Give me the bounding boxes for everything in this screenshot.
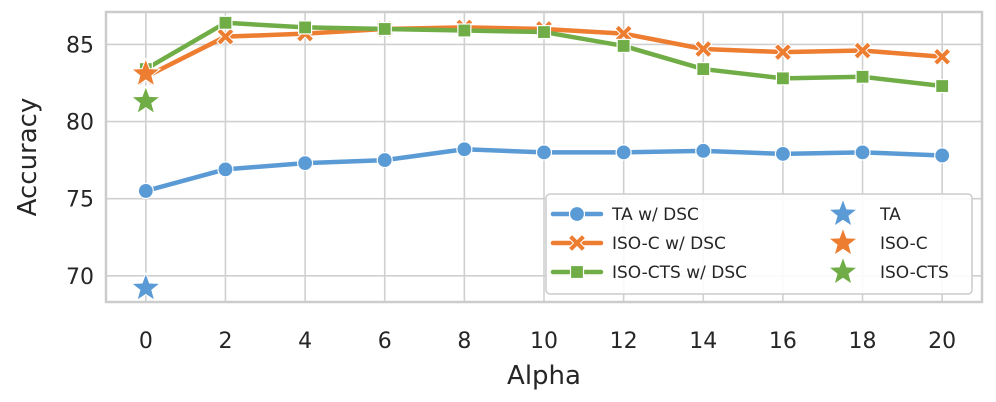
series-layer <box>130 15 952 302</box>
data-point <box>614 24 633 43</box>
legend-label: ISO-C w/ DSC <box>612 234 726 254</box>
data-point <box>775 71 791 86</box>
y-tick-label: 70 <box>66 265 94 290</box>
data-point <box>615 144 632 161</box>
data-point <box>218 15 233 30</box>
x-tick-label: 12 <box>610 329 638 354</box>
x-tick-label: 0 <box>139 329 153 354</box>
data-point <box>694 39 713 59</box>
legend-label: TA <box>879 205 901 225</box>
data-point <box>616 38 631 54</box>
legend-marker <box>827 197 859 228</box>
y-tick-label: 80 <box>66 111 94 136</box>
legend-label: ISO-CTS <box>880 263 949 283</box>
y-tick-label: 75 <box>66 188 94 213</box>
series-ta-w-dsc <box>137 141 951 200</box>
data-point <box>932 47 952 66</box>
data-point <box>456 141 473 158</box>
x-tick-label: 4 <box>298 329 312 354</box>
x-tick-label: 20 <box>928 329 956 354</box>
x-tick-label: 2 <box>218 329 232 354</box>
data-point <box>853 41 872 60</box>
legend-marker <box>567 233 587 253</box>
data-point <box>773 42 793 62</box>
legend-label: ISO-CTS w/ DSC <box>612 263 747 283</box>
data-point <box>774 145 792 163</box>
legend-label: TA w/ DSC <box>611 205 699 225</box>
data-point <box>216 27 235 46</box>
data-point <box>934 147 951 164</box>
legend-marker <box>568 205 586 223</box>
data-point <box>377 21 392 37</box>
x-tick-label: 10 <box>530 329 558 354</box>
legend-box <box>545 193 973 295</box>
plot-frame <box>104 10 984 304</box>
star-point-iso-c <box>130 57 162 87</box>
data-point <box>217 161 234 178</box>
x-tick-label: 18 <box>849 329 877 354</box>
data-point <box>935 78 950 94</box>
data-point <box>696 61 711 77</box>
data-point <box>376 151 393 169</box>
x-tick-label: 8 <box>457 329 471 354</box>
data-point <box>855 69 870 84</box>
data-point <box>695 142 712 159</box>
data-point <box>535 144 553 161</box>
data-point <box>536 24 552 40</box>
data-point <box>854 144 871 161</box>
y-axis-title: Accuracy <box>13 98 43 217</box>
y-tick-label: 85 <box>66 33 94 58</box>
star-point-ta <box>130 271 162 302</box>
data-point <box>296 155 314 172</box>
x-tick-label: 6 <box>378 329 392 354</box>
legend-marker <box>827 255 859 286</box>
legend-marker <box>569 264 585 280</box>
legend: TA w/ DSC ISO-C w/ DSC ISO-CTS w/ DSC TA ISO… <box>545 193 973 295</box>
data-point <box>457 23 472 38</box>
x-axis-title: Alpha <box>507 361 581 391</box>
star-point-iso-cts <box>130 85 162 115</box>
data-point <box>297 20 313 35</box>
legend-marker <box>827 226 859 257</box>
data-point <box>137 182 154 200</box>
tick-labels: 0 2 4 6 8 10 12 14 16 18 20 70 75 80 85 <box>66 33 956 354</box>
x-tick-label: 16 <box>769 329 797 354</box>
legend-label: ISO-C <box>880 234 928 254</box>
x-tick-label: 14 <box>689 329 717 354</box>
